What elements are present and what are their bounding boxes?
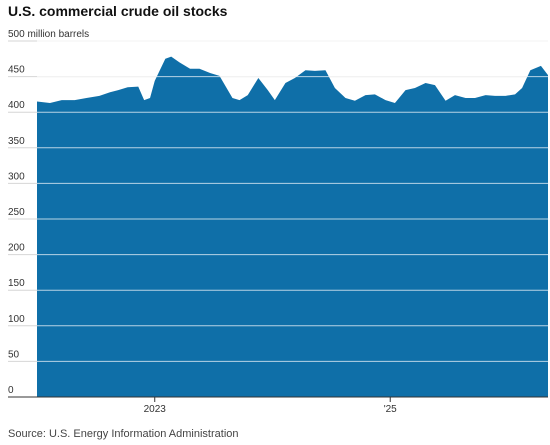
y-tick-label: 100 [8, 314, 25, 325]
y-tick-label: 50 [8, 349, 20, 360]
y-tick-label: 350 [8, 136, 25, 147]
y-tick-label: 150 [8, 278, 25, 289]
source-note: Source: U.S. Energy Information Administ… [8, 428, 239, 440]
y-tick-label: 500 million barrels [8, 29, 89, 40]
y-tick-label: 0 [8, 385, 14, 396]
y-tick-label: 450 [8, 65, 25, 76]
x-tick-label: '25 [384, 404, 397, 415]
x-tick-label: 2023 [144, 404, 167, 415]
y-tick-label: 250 [8, 207, 25, 218]
y-tick-label: 400 [8, 100, 25, 111]
y-tick-label: 300 [8, 171, 25, 182]
area [37, 56, 548, 397]
y-tick-label: 200 [8, 243, 25, 254]
chart-title: U.S. commercial crude oil stocks [8, 3, 228, 19]
